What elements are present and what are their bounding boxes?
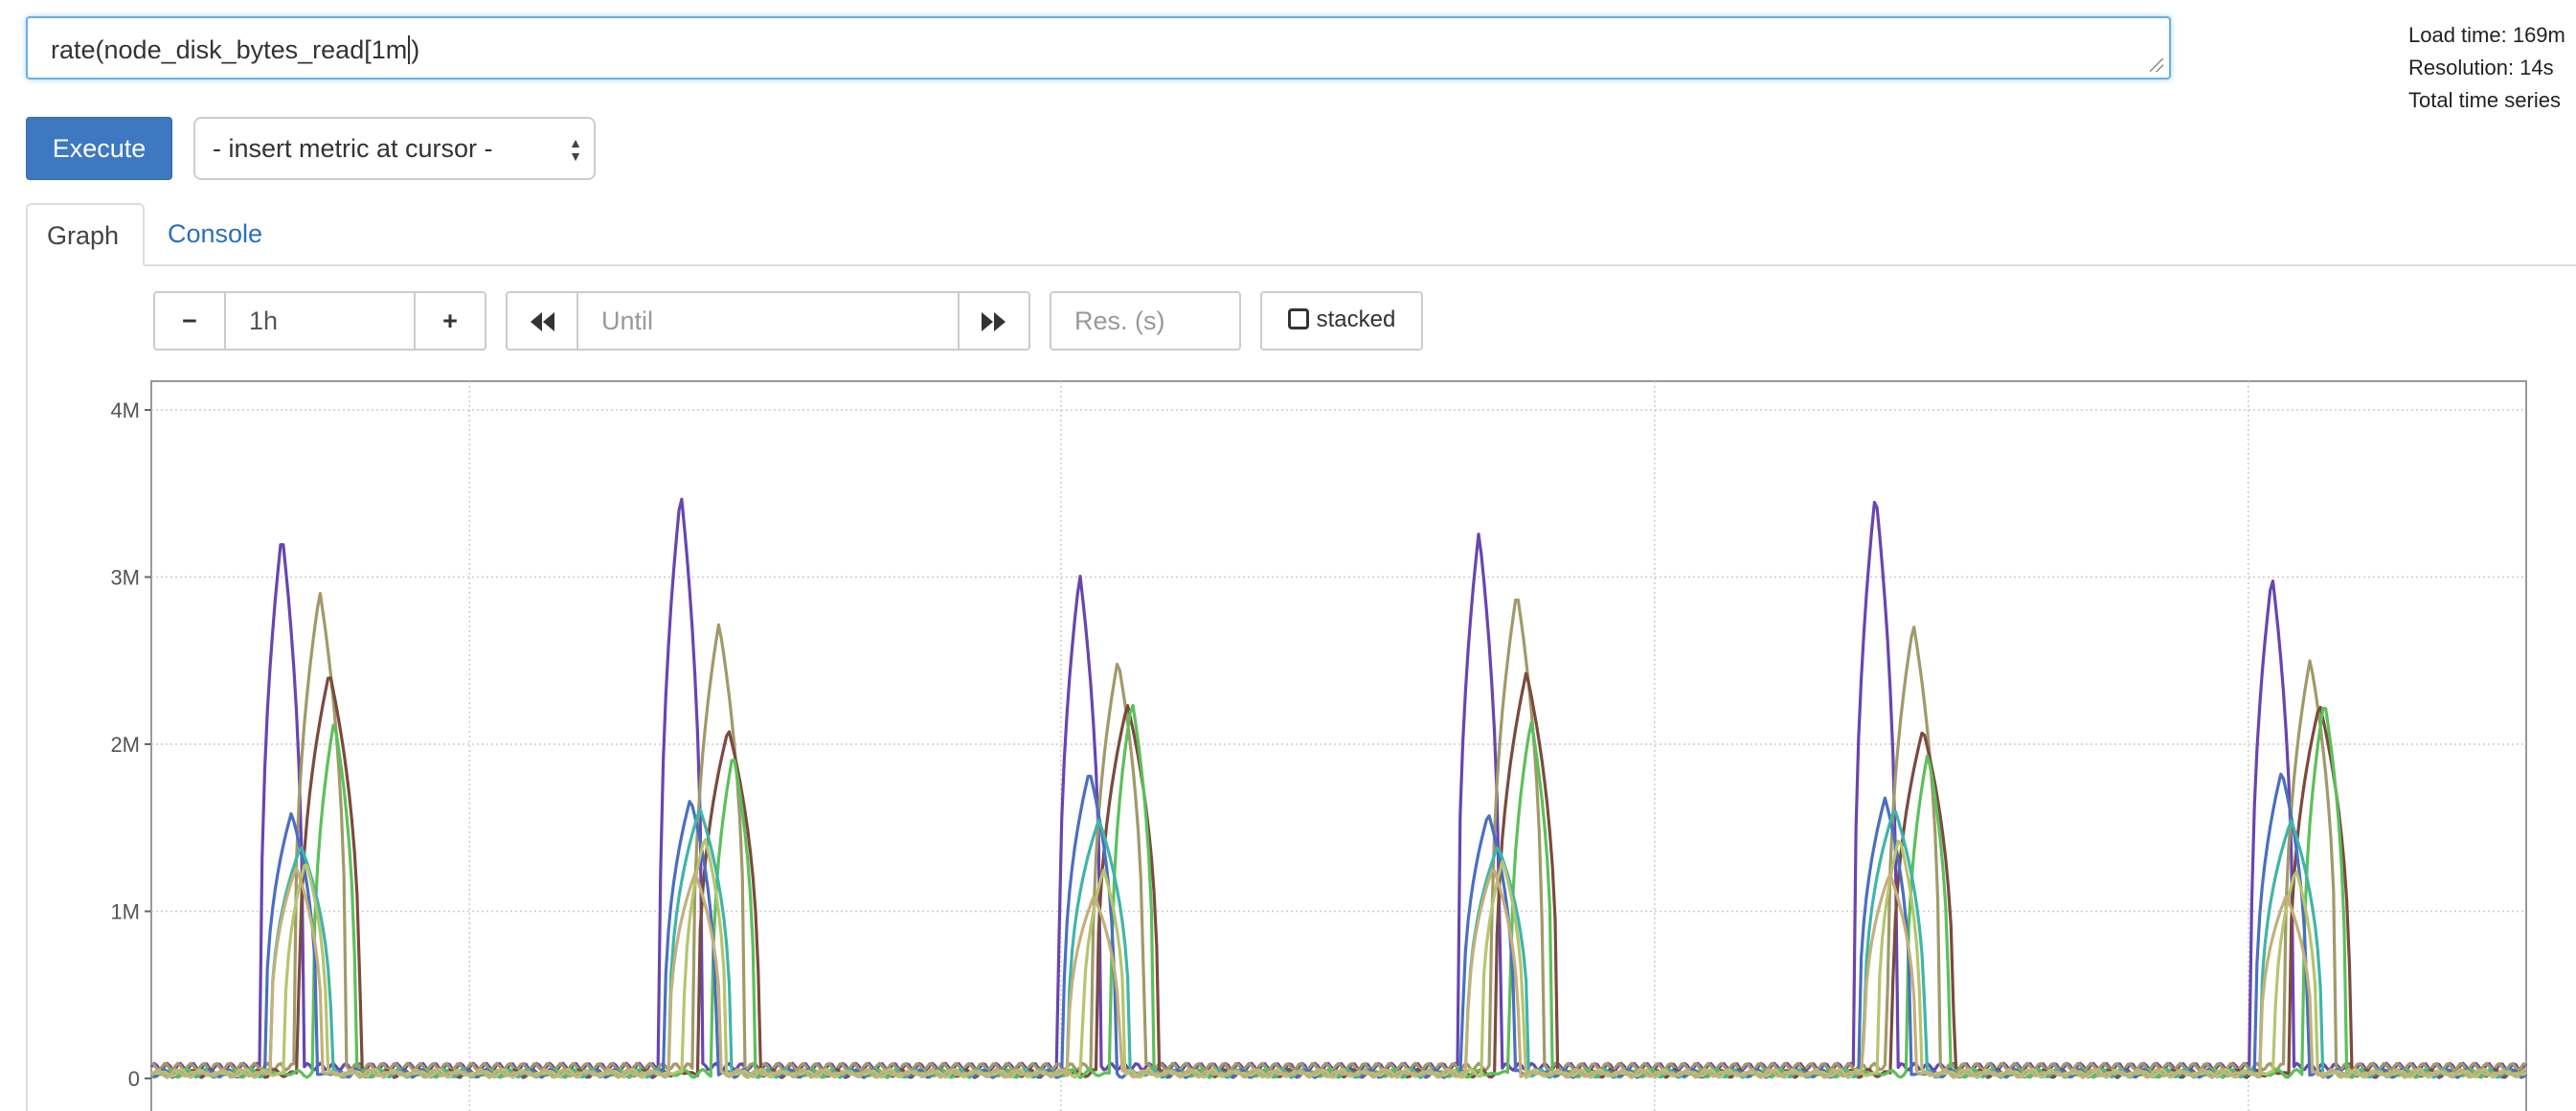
checkbox-icon [1287,308,1309,329]
text-caret [408,35,411,64]
tab-bar: Graph Console [26,203,2576,266]
insert-metric-value: - insert metric at cursor - [213,134,493,163]
select-arrows-icon: ▲ ▼ [569,135,582,164]
stacked-toggle-button[interactable]: stacked [1260,291,1423,351]
series-line [150,838,2527,1079]
resize-grip-icon[interactable] [2150,58,2163,72]
expression-text: rate(node_disk_bytes_read[1m [51,35,408,64]
load-time: Load time: 169m [2408,23,2565,47]
range-increase-button[interactable]: + [414,291,486,351]
query-stats: Load time: 169m Resolution: 14s Total ti… [2408,19,2565,117]
series-line [150,772,2528,1079]
tab-graph[interactable]: Graph [26,203,145,266]
y-tick-label: 4M [110,398,140,422]
expression-text-tail: ) [411,35,420,64]
expression-input[interactable]: rate(node_disk_bytes_read[1m) [26,16,2171,79]
series-line [149,497,2528,1072]
series-line [149,807,2527,1079]
execute-button[interactable]: Execute [26,117,172,180]
time-forward-button[interactable] [958,291,1030,351]
y-tick-label: 1M [110,900,140,924]
y-tick-label: 3M [110,566,140,590]
time-back-button[interactable] [506,291,578,351]
series-line [150,592,2527,1072]
y-tick-label: 2M [110,733,140,757]
range-input[interactable]: 1h [224,291,416,351]
tab-console[interactable]: Console [168,219,263,248]
series-line [149,671,2527,1079]
graph-panel: − 1h + Until Res. (s) stacked [26,264,2576,1111]
series-line [149,866,2527,1079]
insert-metric-select[interactable]: - insert metric at cursor - ▲ ▼ [193,117,596,180]
until-input[interactable]: Until [576,291,960,351]
plot-frame [150,380,2527,1111]
double-right-arrow-icon [982,312,1006,331]
y-tick-label: 0 [128,1067,140,1091]
series-line [150,703,2527,1079]
stacked-label: stacked [1316,306,1396,332]
total-series-stat: Total time series [2408,88,2561,112]
double-left-arrow-icon [531,312,554,331]
resolution-stat: Resolution: 14s [2408,56,2554,79]
resolution-input[interactable]: Res. (s) [1050,291,1241,351]
range-decrease-button[interactable]: − [153,291,226,351]
